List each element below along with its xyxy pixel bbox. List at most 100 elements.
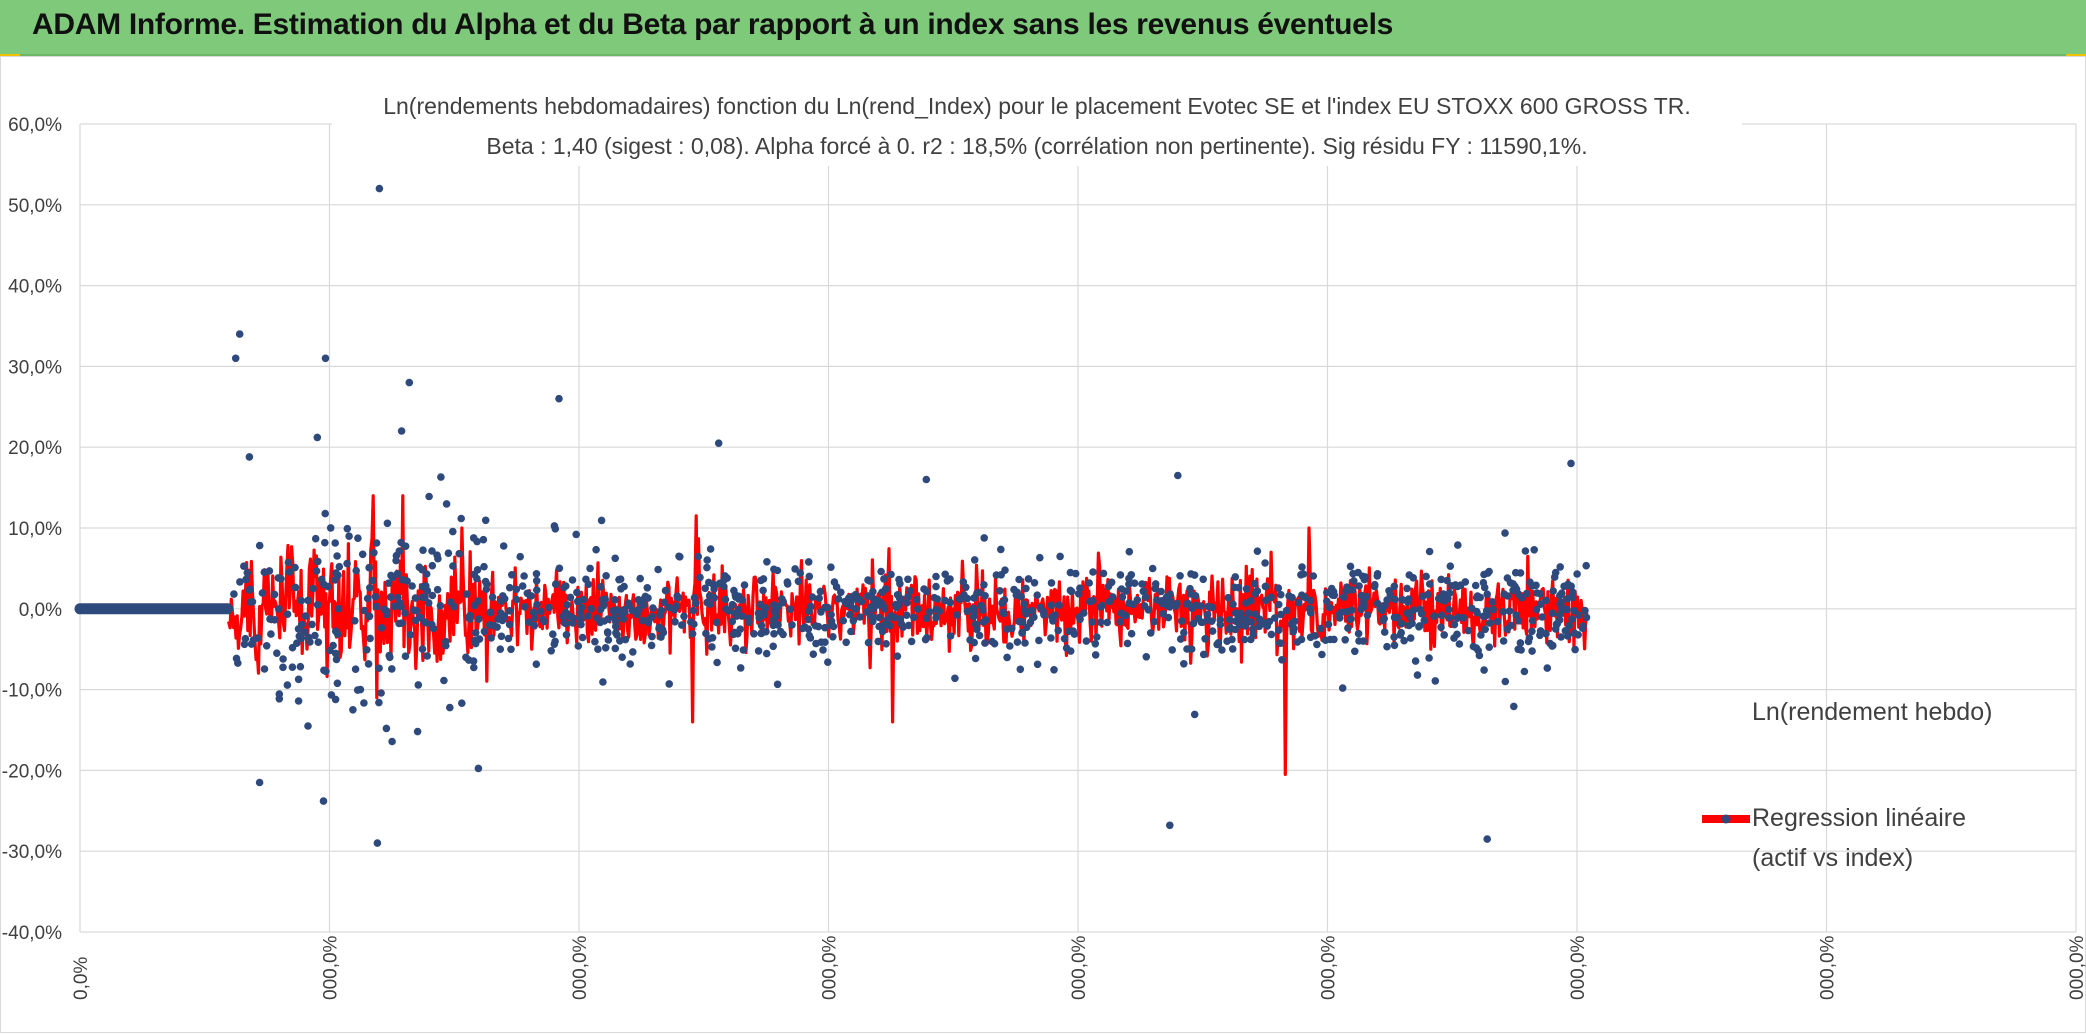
data-point (617, 611, 626, 620)
data-point (864, 638, 873, 647)
data-point-outlier (922, 475, 931, 484)
data-point (1453, 614, 1462, 622)
data-point (518, 582, 527, 590)
data-point (260, 665, 269, 673)
data-point (1139, 587, 1148, 596)
data-point (398, 575, 407, 584)
data-point (661, 586, 670, 595)
data-point (490, 621, 498, 630)
data-point (997, 571, 1005, 579)
data-point (1157, 587, 1165, 596)
data-point (655, 624, 663, 633)
data-point (612, 629, 620, 637)
data-point (1123, 639, 1132, 648)
data-point (371, 592, 380, 601)
data-point (1493, 617, 1502, 626)
data-point (1536, 590, 1545, 598)
data-point (925, 608, 934, 616)
data-point (671, 618, 679, 626)
data-point (1528, 616, 1537, 625)
data-point-outlier (714, 439, 723, 448)
data-point (1520, 667, 1529, 676)
data-point (1103, 618, 1111, 627)
data-point (384, 579, 393, 587)
data-point (1311, 632, 1319, 640)
data-point (1390, 633, 1398, 641)
data-point (1231, 573, 1240, 581)
data-point (312, 567, 321, 575)
data-point (996, 587, 1004, 595)
data-point (1438, 590, 1447, 599)
data-point (1117, 609, 1125, 618)
data-point (1363, 611, 1372, 620)
data-point (508, 571, 516, 579)
data-point (1422, 572, 1430, 581)
data-point (932, 613, 940, 622)
data-point (821, 623, 829, 632)
data-point (1047, 634, 1055, 642)
data-point (1579, 622, 1587, 630)
y-tick-label: 20,0% (8, 438, 62, 459)
data-point (1184, 599, 1192, 608)
data-point (1514, 617, 1523, 625)
data-point (364, 660, 373, 668)
data-point (449, 562, 457, 570)
data-point (332, 569, 340, 577)
data-point (345, 532, 353, 540)
data-point (851, 605, 860, 613)
data-point (1443, 576, 1451, 585)
data-point (788, 621, 796, 629)
data-point (1230, 583, 1239, 592)
data-point (420, 618, 429, 626)
data-point (505, 620, 514, 629)
data-point (243, 569, 252, 577)
data-point (906, 587, 915, 595)
data-point (1069, 627, 1077, 635)
data-point (1425, 580, 1434, 588)
data-point (555, 564, 564, 573)
data-point (1335, 610, 1344, 619)
data-point (1413, 671, 1422, 679)
data-point (808, 593, 817, 601)
data-point (442, 500, 451, 508)
data-point-outlier (231, 354, 240, 363)
data-point (363, 646, 371, 654)
data-point (1431, 677, 1440, 685)
data-point (283, 681, 292, 689)
data-point (1499, 607, 1508, 616)
data-point (904, 621, 913, 630)
data-point (1385, 587, 1393, 595)
data-point (437, 473, 445, 481)
data-point (1275, 626, 1283, 634)
data-point (907, 637, 916, 646)
data-point (536, 607, 545, 616)
data-point (1294, 598, 1303, 607)
data-point (532, 577, 541, 585)
data-point (1391, 595, 1399, 604)
data-point-outlier (235, 330, 244, 338)
data-point (834, 595, 843, 603)
data-point (418, 645, 427, 653)
data-point (236, 578, 244, 586)
data-point (712, 618, 721, 627)
data-point (444, 549, 453, 557)
data-point (351, 665, 360, 673)
data-point (644, 618, 653, 627)
data-point (246, 598, 255, 606)
data-point (428, 547, 436, 555)
title-bar: ADAM Informe. Estimation du Alpha et du … (0, 0, 2086, 56)
data-point (598, 596, 607, 604)
data-point (1528, 582, 1536, 590)
data-point (599, 601, 608, 610)
data-point (1107, 578, 1116, 587)
data-point (709, 580, 717, 588)
data-point (763, 558, 771, 566)
data-point (1099, 569, 1108, 578)
data-point (1055, 601, 1063, 609)
data-point (941, 596, 949, 605)
data-point (869, 587, 877, 596)
data-point (1425, 654, 1433, 662)
data-point-outlier (375, 184, 384, 193)
data-point (1253, 587, 1262, 595)
data-point (865, 577, 874, 585)
